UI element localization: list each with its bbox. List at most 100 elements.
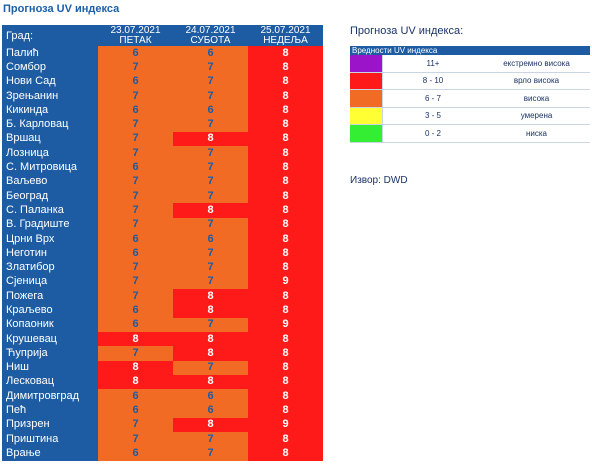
uv-value-cell: 9	[248, 417, 323, 433]
legend-color-swatch	[350, 89, 383, 108]
legend-color-swatch	[350, 55, 383, 73]
uv-value-cell: 7	[98, 60, 173, 75]
uv-value-cell: 7	[98, 131, 173, 147]
city-name: Призрен	[2, 417, 98, 433]
uv-value-cell: 7	[98, 203, 173, 218]
city-name: Димитровград	[2, 389, 98, 404]
uv-value-cell: 7	[98, 417, 173, 433]
page-title: Прогноза UV индекса	[3, 3, 120, 15]
uv-value-cell: 8	[248, 403, 323, 418]
uv-value-cell: 8	[248, 303, 323, 318]
city-name: Кикинда	[2, 103, 98, 118]
legend-title: Прогноза UV индекса:	[350, 25, 464, 37]
uv-value-cell: 7	[98, 146, 173, 161]
uv-value-cell: 7	[173, 432, 248, 447]
uv-value-cell: 8	[98, 331, 173, 347]
uv-forecast-table: Град: 23.07.2021 ПЕТАК 24.07.2021 СУБОТА…	[2, 25, 323, 461]
uv-value-cell: 8	[248, 346, 323, 361]
uv-value-cell: 6	[98, 103, 173, 118]
city-name: Златибор	[2, 260, 98, 275]
city-name: Б. Карловац	[2, 117, 98, 132]
day-weekday: СУБОТА	[190, 34, 231, 46]
legend-row: 8 - 10 врло висока	[350, 72, 590, 90]
legend-label: висока	[483, 89, 590, 108]
city-name: Пожега	[2, 289, 98, 304]
city-name: Ваљево	[2, 174, 98, 189]
uv-value-cell: 8	[248, 103, 323, 118]
uv-value-cell: 8	[248, 117, 323, 132]
city-name: Нови Сад	[2, 74, 98, 89]
table-row: Ваљево 7 7 8	[2, 174, 323, 189]
table-row: Крушевац 8 8 8	[2, 331, 323, 347]
legend-range: 8 - 10	[382, 72, 483, 90]
uv-value-cell: 7	[98, 432, 173, 447]
uv-value-cell: 7	[173, 88, 248, 104]
legend-color-swatch	[350, 107, 383, 125]
table-row: Ниш 8 7 8	[2, 360, 323, 375]
uv-value-cell: 6	[173, 231, 248, 247]
city-name: Краљево	[2, 303, 98, 318]
city-name: Ћуприја	[2, 346, 98, 361]
table-row: Ћуприја 7 8 8	[2, 346, 323, 361]
table-row: Црни Врх 6 6 8	[2, 231, 323, 247]
uv-value-cell: 7	[173, 60, 248, 75]
uv-value-cell: 6	[98, 246, 173, 261]
city-name: С. Паланка	[2, 203, 98, 218]
city-name: Сомбор	[2, 60, 98, 75]
table-row: Димитровград 6 6 8	[2, 389, 323, 404]
uv-value-cell: 8	[248, 174, 323, 189]
uv-value-cell: 8	[248, 160, 323, 175]
uv-value-cell: 7	[98, 274, 173, 290]
legend-row: 0 - 2 ниска	[350, 124, 590, 143]
uv-value-cell: 8	[173, 131, 248, 147]
uv-value-cell: 7	[173, 260, 248, 275]
uv-value-cell: 7	[173, 446, 248, 461]
day-date: 24.07.2021	[185, 24, 236, 36]
uv-value-cell: 7	[173, 117, 248, 132]
city-name: Зрењанин	[2, 88, 98, 104]
uv-value-cell: 8	[173, 346, 248, 361]
uv-value-cell: 8	[248, 203, 323, 218]
uv-value-cell: 6	[98, 46, 173, 61]
legend-row: 11+ екстремно висока	[350, 55, 590, 73]
table-row: Кикинда 6 6 8	[2, 103, 323, 118]
table-row: В. Градиште 7 7 8	[2, 217, 323, 232]
uv-value-cell: 6	[98, 389, 173, 404]
uv-value-cell: 8	[248, 360, 323, 375]
city-name: Палић	[2, 46, 98, 61]
day-column-header: 23.07.2021 ПЕТАК	[98, 25, 173, 46]
city-column-header: Град:	[2, 25, 98, 46]
uv-value-cell: 7	[98, 260, 173, 275]
uv-value-cell: 7	[98, 346, 173, 361]
uv-value-cell: 7	[98, 88, 173, 104]
uv-value-cell: 7	[173, 188, 248, 204]
uv-value-cell: 6	[173, 389, 248, 404]
table-row: Сјеница 7 7 9	[2, 274, 323, 290]
uv-value-cell: 8	[248, 374, 323, 390]
legend-label: умерена	[483, 107, 590, 125]
uv-value-cell: 7	[173, 146, 248, 161]
city-name: Црни Врх	[2, 231, 98, 247]
city-name: Лозница	[2, 146, 98, 161]
table-row: Призрен 7 8 9	[2, 417, 323, 433]
table-row: Златибор 7 7 8	[2, 260, 323, 275]
table-row: Београд 7 7 8	[2, 188, 323, 204]
legend-color-swatch	[350, 72, 383, 90]
table-row: Лесковац 8 8 8	[2, 374, 323, 390]
uv-value-cell: 8	[248, 188, 323, 204]
uv-value-cell: 7	[98, 289, 173, 304]
uv-value-cell: 8	[98, 360, 173, 375]
uv-value-cell: 8	[248, 389, 323, 404]
table-row: Копаоник 6 7 9	[2, 317, 323, 332]
day-column-header: 24.07.2021 СУБОТА	[173, 25, 248, 46]
legend-label: врло висока	[483, 72, 590, 90]
legend-range: 3 - 5	[382, 107, 483, 125]
city-name: Вршац	[2, 131, 98, 147]
day-weekday: ПЕТАК	[119, 34, 152, 46]
uv-value-cell: 7	[173, 160, 248, 175]
uv-value-cell: 6	[98, 74, 173, 89]
uv-value-cell: 7	[173, 74, 248, 89]
city-name: Пећ	[2, 403, 98, 418]
legend-row: 6 - 7 висока	[350, 89, 590, 108]
table-row: Пожега 7 8 8	[2, 289, 323, 304]
